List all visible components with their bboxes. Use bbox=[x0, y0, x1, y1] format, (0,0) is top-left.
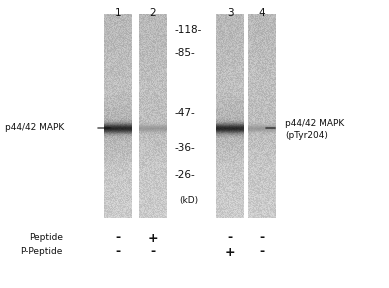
Text: +: + bbox=[148, 232, 158, 245]
Text: 1: 1 bbox=[115, 8, 121, 18]
Text: -: - bbox=[151, 245, 156, 259]
Text: -: - bbox=[116, 232, 121, 245]
Text: -118-: -118- bbox=[175, 25, 202, 35]
Text: -36-: -36- bbox=[175, 143, 196, 153]
Text: 3: 3 bbox=[227, 8, 233, 18]
Text: +: + bbox=[225, 245, 235, 259]
Text: Peptide: Peptide bbox=[29, 234, 63, 242]
Text: 2: 2 bbox=[150, 8, 156, 18]
Text: -: - bbox=[116, 245, 121, 259]
Text: (kD): (kD) bbox=[179, 196, 198, 204]
Text: p44/42 MAPK: p44/42 MAPK bbox=[5, 124, 64, 132]
Text: -26-: -26- bbox=[175, 170, 196, 180]
Text: -85-: -85- bbox=[175, 48, 196, 58]
Text: (pTyr204): (pTyr204) bbox=[285, 132, 328, 141]
Text: -47-: -47- bbox=[175, 108, 196, 118]
Text: 4: 4 bbox=[259, 8, 265, 18]
Text: -: - bbox=[228, 232, 233, 245]
Text: -: - bbox=[259, 232, 265, 245]
Text: -: - bbox=[259, 245, 265, 259]
Text: P-Peptide: P-Peptide bbox=[21, 247, 63, 257]
Text: p44/42 MAPK: p44/42 MAPK bbox=[285, 118, 344, 128]
